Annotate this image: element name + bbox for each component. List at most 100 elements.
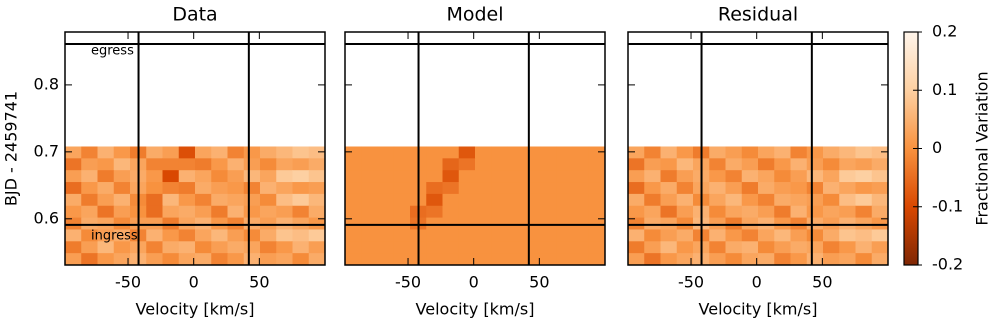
heat-cell <box>276 205 293 219</box>
heat-cell <box>676 158 694 171</box>
heat-cell <box>345 193 362 207</box>
heat-cell <box>260 253 277 266</box>
heat-cell <box>507 193 525 207</box>
heat-cell <box>588 241 606 254</box>
heat-cell <box>146 158 163 171</box>
heat-cell <box>361 170 378 183</box>
heat-cell <box>758 182 775 195</box>
heat-cell <box>774 146 791 159</box>
heat-cell <box>475 146 492 159</box>
heat-cell <box>572 205 590 219</box>
heat-cell <box>426 253 443 266</box>
heat-cell <box>178 182 196 195</box>
heat-cell <box>806 217 824 230</box>
heat-cell <box>855 146 873 159</box>
heat-cell <box>393 241 411 254</box>
heat-cell <box>709 241 726 254</box>
heat-cell <box>676 193 694 207</box>
heat-cell <box>308 229 326 242</box>
heat-cell <box>211 158 228 171</box>
heat-cell <box>556 241 573 254</box>
heat-cell <box>507 205 525 219</box>
heat-cell <box>195 205 212 219</box>
heat-cell <box>393 182 411 195</box>
heat-cell <box>709 193 726 207</box>
heat-cell <box>361 241 378 254</box>
heat-cell <box>523 229 541 242</box>
heat-cell <box>227 182 245 195</box>
heat-cell <box>260 158 277 171</box>
heat-cell <box>97 229 115 242</box>
heat-cell <box>308 146 326 159</box>
heat-cell <box>644 217 661 230</box>
heat-cell <box>442 217 460 230</box>
heat-cell <box>491 229 508 242</box>
heat-cell <box>741 229 759 242</box>
heat-cell <box>211 241 228 254</box>
heat-cell <box>243 182 261 195</box>
heat-cell <box>475 193 492 207</box>
heat-cell <box>774 217 791 230</box>
heat-cell <box>211 229 228 242</box>
x-tick-label: 0 <box>189 273 199 292</box>
heat-cell <box>628 241 645 254</box>
heat-cell <box>65 217 82 230</box>
heat-cell <box>774 205 791 219</box>
heat-cell <box>146 229 163 242</box>
heat-cell <box>292 158 310 171</box>
heat-cell <box>475 158 492 171</box>
heat-cell <box>243 193 261 207</box>
heat-cell <box>572 170 590 183</box>
heat-cell <box>475 229 492 242</box>
heat-cell <box>588 158 606 171</box>
heat-cell <box>758 158 775 171</box>
heat-cell <box>162 146 180 159</box>
heat-cell <box>442 182 460 195</box>
heat-cell <box>97 158 115 171</box>
heat-cell <box>276 217 293 230</box>
annotation: ingress <box>91 228 138 243</box>
heat-cell <box>806 146 824 159</box>
heat-cell <box>426 229 443 242</box>
heat-cell <box>855 170 873 183</box>
heat-cell <box>774 170 791 183</box>
heat-cell <box>97 241 115 254</box>
heat-cell <box>162 205 180 219</box>
heat-cell <box>292 193 310 207</box>
heat-cell <box>871 217 889 230</box>
heat-cell <box>458 193 476 207</box>
heat-cell <box>260 229 277 242</box>
heat-cell <box>709 170 726 183</box>
heat-cell <box>361 193 378 207</box>
heat-cell <box>426 193 443 207</box>
heat-cell <box>741 253 759 266</box>
heat-cell <box>741 182 759 195</box>
heat-cell <box>758 170 775 183</box>
heat-cell <box>227 158 245 171</box>
panel-title: Data <box>172 4 217 26</box>
heat-cell <box>660 182 678 195</box>
heat-cell <box>113 158 131 171</box>
heat-cell <box>81 241 98 254</box>
heat-cell <box>393 146 411 159</box>
heat-cell <box>178 170 196 183</box>
heat-cell <box>113 146 131 159</box>
heat-cell <box>162 253 180 266</box>
heat-cell <box>540 170 557 183</box>
heat-cell <box>491 241 508 254</box>
heat-cell <box>65 253 82 266</box>
heat-cell <box>345 205 362 219</box>
heat-cell <box>442 170 460 183</box>
heat-cell <box>65 182 82 195</box>
heat-cell <box>243 170 261 183</box>
heat-cell <box>523 182 541 195</box>
heat-cell <box>276 158 293 171</box>
heat-cell <box>113 170 131 183</box>
heat-cell <box>806 253 824 266</box>
heat-cell <box>393 217 411 230</box>
heat-cell <box>442 146 460 159</box>
heat-cell <box>426 241 443 254</box>
heat-cell <box>556 182 573 195</box>
heat-cell <box>839 217 856 230</box>
heat-cell <box>426 170 443 183</box>
